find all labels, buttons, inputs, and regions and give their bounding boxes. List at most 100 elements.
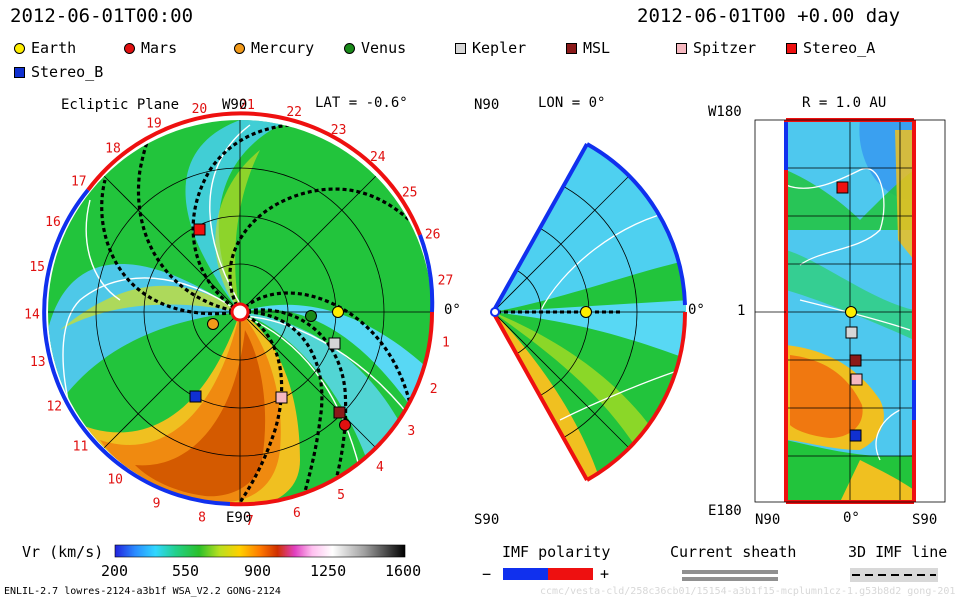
- legend-item: MSL: [566, 39, 610, 57]
- spitzer-marker: [275, 391, 288, 404]
- carrington-label: 5: [337, 488, 345, 503]
- carrington-label: 26: [425, 228, 441, 243]
- stereo-b-marker: [189, 390, 202, 403]
- legend-label: Kepler: [472, 39, 527, 57]
- radius-x-label-0: 0°: [843, 510, 860, 526]
- carrington-label: 11: [73, 440, 89, 455]
- colorbar-tick: 1250: [310, 562, 347, 580]
- ecliptic-bottom-label: E90: [226, 510, 252, 526]
- msl-marker: [333, 406, 346, 419]
- carrington-label: 17: [71, 175, 87, 190]
- radius-top-label: W180: [708, 104, 742, 120]
- kepler-marker-radius: [845, 326, 858, 339]
- carrington-label: 24: [370, 150, 386, 165]
- carrington-label: 7: [246, 514, 254, 529]
- legend-item: Mars: [124, 39, 177, 57]
- carrington-label: 13: [30, 355, 46, 370]
- legend-item: Stereo_B: [14, 63, 103, 81]
- legend-marker-icon: [124, 42, 135, 54]
- legend-item: Venus: [344, 39, 406, 57]
- imf-line-title: 3D IMF line: [848, 543, 948, 561]
- carrington-label: 9: [153, 497, 161, 512]
- carrington-label: 27: [438, 274, 454, 289]
- carrington-label: 19: [146, 117, 162, 132]
- legend-marker-icon: [455, 42, 466, 54]
- radius-bottom-label: E180: [708, 503, 742, 519]
- venus-marker: [305, 310, 317, 322]
- legend-label: Stereo_B: [31, 63, 104, 81]
- carrington-label: 16: [45, 215, 61, 230]
- legend-marker-icon: [566, 42, 577, 54]
- earth-marker-meridional: [580, 306, 592, 318]
- ecliptic-top-label: W90: [222, 97, 248, 113]
- legend-marker-icon: [786, 42, 797, 54]
- stereo-a-marker: [193, 223, 206, 236]
- legend-label: MSL: [583, 39, 611, 57]
- meridional-right-label: 0°: [688, 302, 705, 318]
- colorbar-tick: 1600: [385, 562, 422, 580]
- carrington-label: 15: [29, 260, 45, 275]
- imf-line-symbol: [850, 568, 938, 582]
- colorbar-tick: 200: [101, 562, 129, 580]
- legend-item: Earth: [14, 39, 76, 57]
- mars-marker: [339, 419, 351, 431]
- imf-polarity-plus: +: [600, 565, 610, 583]
- radius-x-label-n90: N90: [755, 512, 781, 528]
- current-sheath-title: Current sheath: [670, 543, 797, 561]
- radius-r-label: R = 1.0 AU: [802, 95, 887, 111]
- meridional-top-label: N90: [474, 97, 500, 113]
- carrington-label: 25: [402, 186, 418, 201]
- datetime-right: 2012-06-01T00 +0.00 day: [637, 5, 901, 27]
- stereo-a-marker-radius: [836, 181, 849, 194]
- imf-polarity-minus: −: [482, 565, 492, 583]
- legend-label: Mars: [141, 39, 178, 57]
- imf-polarity-title: IMF polarity: [502, 543, 611, 561]
- ecliptic-lat-label: LAT = -0.6°: [315, 95, 408, 111]
- colorbar-title: Vr (km/s): [22, 543, 104, 561]
- ecliptic-right-label: 0°: [444, 302, 461, 318]
- legend-item: Mercury: [234, 39, 314, 57]
- legend-label: Venus: [361, 39, 407, 57]
- carrington-label: 21: [239, 98, 255, 113]
- radius-mid-label: 1: [737, 303, 746, 319]
- legend-label: Earth: [31, 39, 77, 57]
- carrington-label: 6: [293, 506, 301, 521]
- legend-marker-icon: [344, 42, 355, 54]
- meridional-bottom-label: S90: [474, 512, 500, 528]
- colorbar-tick: 550: [172, 562, 200, 580]
- stereo-b-marker-radius: [849, 429, 862, 442]
- legend-marker-icon: [676, 42, 687, 54]
- carrington-label: 10: [107, 472, 123, 487]
- legend-label: Stereo_A: [803, 39, 876, 57]
- legend-marker-icon: [14, 66, 25, 78]
- mercury-marker: [207, 318, 219, 330]
- datetime-left: 2012-06-01T00:00: [10, 5, 194, 27]
- spitzer-marker-radius: [850, 373, 863, 386]
- earth-marker: [332, 306, 344, 318]
- radius-x-label-s90: S90: [912, 512, 938, 528]
- carrington-label: 3: [407, 424, 415, 439]
- vr-colorbar: [114, 544, 406, 558]
- meridional-lon-label: LON = 0°: [538, 95, 606, 111]
- carrington-label: 4: [376, 460, 384, 475]
- carrington-label: 12: [46, 400, 62, 415]
- colorbar-tick: 900: [244, 562, 272, 580]
- legend-marker-icon: [14, 42, 25, 54]
- current-sheath-symbol: [682, 570, 778, 581]
- carrington-label: 14: [24, 307, 40, 322]
- legend-item: Spitzer: [676, 39, 756, 57]
- earth-marker-radius: [845, 306, 857, 318]
- carrington-label: 23: [331, 123, 347, 138]
- watermark: ccmc/vesta-cld/258c36cb01/15154-a3b1f15-…: [540, 586, 956, 597]
- legend-label: Spitzer: [693, 39, 757, 57]
- kepler-marker: [328, 337, 341, 350]
- carrington-label: 20: [192, 102, 208, 117]
- carrington-label: 8: [198, 511, 206, 526]
- radius-panel: [754, 118, 946, 504]
- model-info: ENLIL-2.7 lowres-2124-a3b1f WSA_V2.2 GON…: [4, 586, 281, 597]
- msl-marker-radius: [849, 354, 862, 367]
- legend-marker-icon: [234, 42, 245, 54]
